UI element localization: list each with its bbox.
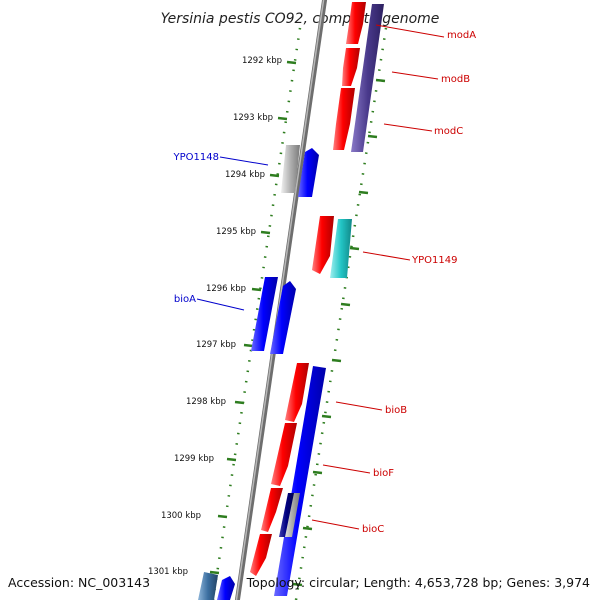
tick-label: 1298 kbp: [186, 397, 226, 407]
outer-tick-mark: [302, 526, 313, 531]
tick-label: 1296 kbp: [206, 284, 246, 294]
feature-purple-band: [351, 4, 384, 152]
leader-YPO1149: [362, 251, 411, 261]
feature-bioF: [271, 423, 297, 486]
feature-YPO1149: [330, 219, 352, 278]
outer-tick-mark: [340, 302, 351, 307]
summary-text: Topology: circular; Length: 4,653,728 bp…: [246, 575, 590, 590]
leader-YPO1148: [219, 156, 269, 166]
tick-label: 1293 kbp: [233, 113, 273, 123]
gene-label-bioC: bioC: [362, 524, 384, 535]
tick-label: 1301 kbp: [148, 567, 188, 577]
leader-modC: [383, 123, 433, 132]
outer-tick-mark: [349, 246, 360, 251]
gene-label-YPO1149: YPO1149: [411, 255, 457, 266]
outer-tick-mark: [292, 582, 303, 587]
tick-mark: [260, 230, 271, 235]
tick-mark: [251, 287, 262, 292]
feature-modC: [333, 88, 355, 150]
feature-gray-1148: [281, 145, 300, 193]
feature-blue-long: [274, 366, 326, 596]
tick-mark: [226, 457, 237, 462]
feature-blue-bottom: [217, 576, 235, 600]
feature-bioB: [285, 363, 309, 422]
feature-modB: [342, 48, 360, 86]
tick-label: 1295 kbp: [216, 227, 256, 237]
gene-label-bioB: bioB: [385, 405, 407, 416]
outer-tick-mark: [331, 358, 342, 363]
tick-label: 1299 kbp: [174, 454, 214, 464]
leader-modB: [391, 71, 439, 80]
gene-label-bioF: bioF: [373, 468, 394, 479]
feature-navy-bioC: [279, 493, 294, 537]
tick-mark: [217, 514, 228, 519]
tick-mark: [277, 116, 288, 121]
feature-modA: [346, 2, 366, 44]
tick-labels: 1292 kbp 1293 kbp 1294 kbp 1295 kbp 1296…: [148, 56, 282, 577]
outer-tick-mark: [375, 78, 386, 83]
leader-bioC: [311, 519, 360, 530]
tick-label: 1294 kbp: [225, 170, 265, 180]
feature-bioC: [261, 488, 283, 532]
leader-bioA: [196, 298, 245, 311]
tick-mark: [243, 343, 254, 348]
leader-lines: [196, 24, 445, 530]
gene-label-modC: modC: [434, 126, 463, 137]
tick-label: 1300 kbp: [161, 511, 201, 521]
feature-YPO1148: [298, 148, 319, 197]
gene-labels: modA modB modC YPO1148 YPO1149 bioA bioB…: [173, 30, 477, 535]
outer-tick-mark: [358, 190, 369, 195]
outer-tick-marks: [292, 78, 386, 587]
outer-tick-mark: [312, 470, 323, 475]
tick-mark: [269, 173, 280, 178]
feature-red-bottom: [250, 534, 272, 576]
tick-mark: [286, 60, 297, 65]
map-title: Yersinia pestis CO92, complete genome: [161, 11, 440, 27]
gene-label-modB: modB: [441, 74, 470, 85]
tick-mark: [234, 400, 245, 405]
outer-tick-mark: [321, 414, 332, 419]
tick-label: 1297 kbp: [196, 340, 236, 350]
feature-bioA: [270, 281, 296, 354]
tick-marks: [209, 60, 297, 575]
accession-text: Accession: NC_003143: [8, 575, 150, 590]
feature-red-1149: [312, 216, 334, 274]
gene-label-modA: modA: [447, 30, 476, 41]
leader-bioF: [322, 464, 371, 474]
outer-tick-mark: [367, 134, 378, 139]
leader-bioB: [335, 401, 383, 411]
tick-mark: [209, 570, 220, 575]
leader-modA: [375, 24, 445, 38]
gene-label-YPO1148: YPO1148: [173, 152, 219, 163]
gene-label-bioA: bioA: [174, 294, 196, 305]
feature-blue-bioA-1: [251, 277, 278, 351]
tick-label: 1292 kbp: [242, 56, 282, 66]
feature-steel-bottom: [198, 572, 218, 600]
